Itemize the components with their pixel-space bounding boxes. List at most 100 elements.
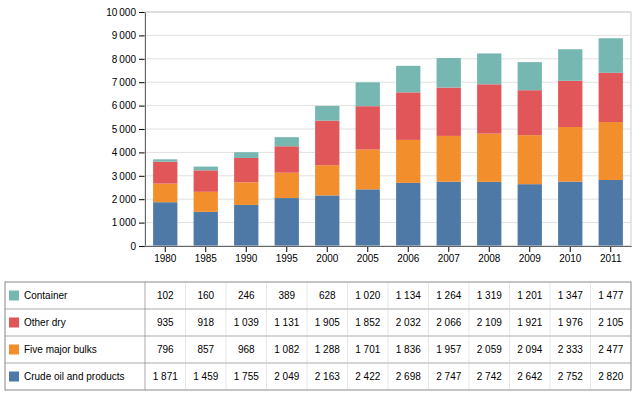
table-value: 1 905 (315, 317, 340, 328)
legend-label: Container (24, 290, 68, 301)
table-value: 2 752 (558, 371, 583, 382)
y-tick-label: 9 000 (112, 30, 137, 41)
bar (194, 212, 218, 246)
bar (437, 136, 461, 182)
y-tick-label: 6 000 (112, 100, 137, 111)
bar (599, 73, 623, 122)
legend-swatch (9, 318, 19, 328)
table-value: 796 (157, 344, 174, 355)
table-value: 1 477 (598, 290, 623, 301)
x-tick: 2000 (316, 246, 339, 264)
x-tick-label: 2006 (397, 253, 420, 264)
table-value: 2 642 (517, 371, 542, 382)
bars (153, 38, 623, 246)
table-value: 918 (197, 317, 214, 328)
x-tick: 1985 (195, 246, 218, 264)
x-axis: 1980198519901995200020052006200720082009… (146, 246, 632, 264)
bar (558, 127, 582, 182)
y-tick: 1 000 (112, 217, 145, 228)
x-tick: 2006 (397, 246, 420, 264)
bar (194, 192, 218, 212)
x-tick-label: 2007 (438, 253, 461, 264)
table-value: 2 747 (436, 371, 461, 382)
table-col-line (347, 282, 348, 390)
bar (558, 182, 582, 246)
bar (558, 49, 582, 81)
table-border (5, 282, 631, 390)
bar (153, 159, 177, 161)
table-value: 2 422 (355, 371, 380, 382)
x-tick-mark (367, 246, 368, 252)
y-tick-label: 4 000 (112, 147, 137, 158)
x-tick-mark (570, 246, 571, 252)
table-value: 1 264 (436, 290, 461, 301)
table-value: 1 871 (153, 371, 178, 382)
y-tick-mark (139, 82, 145, 83)
x-tick-label: 1985 (195, 253, 218, 264)
x-tick: 1980 (154, 246, 177, 264)
table-value: 935 (157, 317, 174, 328)
x-tick-label: 1980 (154, 253, 177, 264)
table-value: 1 755 (234, 371, 259, 382)
bar (477, 134, 501, 182)
x-tick: 2008 (478, 246, 501, 264)
y-tick-label: 2 000 (112, 194, 137, 205)
table-value: 1 201 (517, 290, 542, 301)
y-tick-label: 0 (130, 241, 136, 252)
legend-label: Five major bulks (24, 344, 97, 355)
table-value: 2 333 (558, 344, 583, 355)
table-col-line (590, 282, 591, 390)
bar (194, 170, 218, 191)
y-tick-mark (139, 223, 145, 224)
y-tick: 0 (130, 241, 145, 252)
bar (315, 165, 339, 195)
table-value: 2 820 (598, 371, 623, 382)
legend-swatch (9, 372, 19, 382)
bar (315, 121, 339, 166)
bar (275, 146, 299, 172)
x-tick-mark (286, 246, 287, 252)
y-tick-label: 1 000 (112, 217, 137, 228)
table-value: 1 459 (193, 371, 218, 382)
table-col-line (428, 282, 429, 390)
legend-label: Crude oil and products (24, 371, 125, 382)
bar (315, 106, 339, 121)
table-value: 857 (197, 344, 214, 355)
table-value: 246 (238, 290, 255, 301)
table-value: 2 742 (477, 371, 502, 382)
table-value: 1 852 (355, 317, 380, 328)
bar (234, 205, 258, 246)
x-tick-mark (165, 246, 166, 252)
table-value: 968 (238, 344, 255, 355)
bar (315, 195, 339, 246)
bar (153, 184, 177, 203)
bar (437, 58, 461, 88)
x-tick-mark (246, 246, 247, 252)
bar (518, 184, 542, 246)
bar (153, 162, 177, 184)
x-tick-label: 2009 (519, 253, 542, 264)
bar (599, 180, 623, 246)
table-value: 2 032 (396, 317, 421, 328)
y-tick: 10 000 (106, 7, 145, 18)
bar-series (153, 122, 623, 212)
table-value: 160 (197, 290, 214, 301)
y-tick-label: 5 000 (112, 124, 137, 135)
y-tick-mark (139, 199, 145, 200)
x-tick: 2005 (357, 246, 380, 264)
bar (518, 62, 542, 90)
bar (194, 167, 218, 171)
y-tick-mark (139, 12, 145, 13)
table-value: 1 131 (274, 317, 299, 328)
table-row-line (5, 363, 631, 364)
x-tick-label: 1995 (276, 253, 299, 264)
y-tick-label: 10 000 (106, 7, 136, 18)
table-value: 1 347 (558, 290, 583, 301)
y-tick-mark (139, 176, 145, 177)
bar (234, 182, 258, 205)
bar (477, 182, 501, 246)
x-tick: 2009 (519, 246, 542, 264)
y-tick-label: 8 000 (112, 54, 137, 65)
x-tick-mark (448, 246, 449, 252)
table-value: 2 066 (436, 317, 461, 328)
